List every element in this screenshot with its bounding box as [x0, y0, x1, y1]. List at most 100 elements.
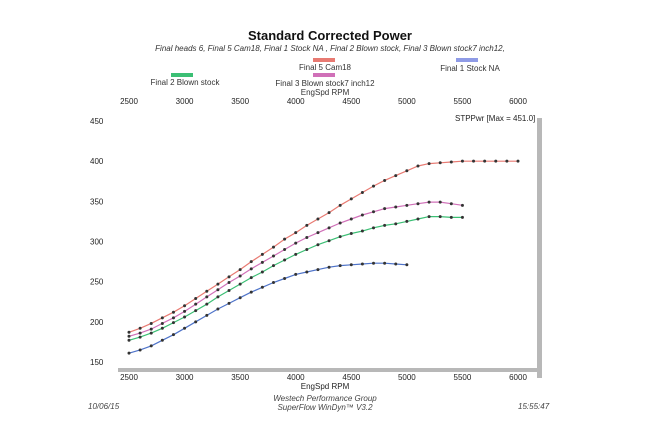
data-point	[305, 248, 309, 252]
data-point	[360, 262, 364, 266]
data-point	[327, 265, 331, 269]
y-tick-label: 350	[90, 197, 104, 206]
data-point	[338, 221, 342, 225]
data-point	[449, 215, 453, 219]
x-tick-label: 3500	[231, 373, 249, 382]
data-point	[238, 274, 242, 278]
data-point	[171, 333, 175, 337]
footer-company: Westech Performance Group	[273, 394, 377, 403]
data-point	[138, 348, 142, 352]
data-point	[127, 330, 131, 334]
chart-subtitle: Final heads 6, Final 5 Cam18, Final 1 St…	[155, 44, 505, 53]
data-point	[205, 302, 209, 306]
top-x-tick-label: 5500	[454, 97, 472, 106]
data-point	[460, 215, 464, 219]
data-point	[383, 223, 387, 227]
top-x-tick-label: 4500	[342, 97, 360, 106]
data-point	[249, 267, 253, 271]
data-point	[483, 159, 487, 163]
series-line-3	[128, 201, 463, 337]
data-point	[405, 203, 409, 207]
data-point	[438, 161, 442, 165]
data-point	[271, 280, 275, 284]
data-point	[338, 203, 342, 207]
data-point	[294, 252, 298, 256]
data-point	[149, 344, 153, 348]
data-point	[372, 226, 376, 230]
data-point	[338, 235, 342, 239]
data-point	[216, 288, 220, 292]
data-point	[249, 260, 253, 264]
data-point	[183, 326, 187, 330]
data-point	[427, 162, 431, 166]
data-point	[316, 231, 320, 235]
data-point	[260, 285, 264, 289]
data-point	[260, 270, 264, 274]
data-point	[372, 261, 376, 265]
data-point	[416, 217, 420, 221]
data-point	[394, 222, 398, 226]
data-point	[338, 264, 342, 268]
data-point	[216, 295, 220, 299]
data-point	[349, 197, 353, 201]
data-point	[427, 215, 431, 219]
data-point	[138, 326, 142, 330]
data-point	[260, 260, 264, 264]
legend-label-final-2: Final 2 Blown stock	[150, 78, 220, 87]
data-point	[205, 295, 209, 299]
data-point	[271, 245, 275, 249]
x-tick-label: 6000	[509, 373, 527, 382]
data-point	[283, 248, 287, 252]
data-point	[171, 316, 175, 320]
y-tick-label: 400	[90, 157, 104, 166]
data-point	[472, 159, 476, 163]
x-tick-label: 5500	[454, 373, 472, 382]
x-tick-label: 3000	[176, 373, 194, 382]
x-tick-label: 4500	[342, 373, 360, 382]
data-point	[149, 321, 153, 325]
y-tick-label: 450	[90, 117, 104, 126]
data-point	[149, 327, 153, 331]
data-point	[405, 219, 409, 223]
data-point	[416, 202, 420, 206]
data-point	[305, 270, 309, 274]
data-point	[516, 159, 520, 163]
y-tick-label: 200	[90, 318, 104, 327]
data-point	[160, 326, 164, 330]
series-line-1	[128, 160, 518, 333]
data-point	[283, 237, 287, 241]
data-point	[183, 304, 187, 308]
data-point	[394, 205, 398, 209]
data-point	[349, 263, 353, 267]
data-point	[138, 335, 142, 339]
data-point	[271, 254, 275, 258]
data-point	[305, 223, 309, 227]
data-point	[194, 297, 198, 301]
data-point	[494, 159, 498, 163]
data-point	[316, 243, 320, 247]
data-point	[160, 338, 164, 342]
data-point	[238, 268, 242, 272]
data-point	[294, 241, 298, 245]
data-point	[394, 262, 398, 266]
top-x-axis-label: EngSpd RPM	[300, 88, 350, 97]
legend-swatch-final-3	[313, 73, 335, 77]
data-point	[383, 178, 387, 182]
data-point	[127, 351, 131, 355]
data-point	[183, 309, 187, 313]
data-point	[160, 316, 164, 320]
data-point	[438, 200, 442, 204]
data-point	[216, 307, 220, 311]
data-point	[194, 302, 198, 306]
data-point	[194, 320, 198, 324]
data-point	[138, 331, 142, 335]
data-point	[405, 169, 409, 173]
data-point	[449, 202, 453, 206]
data-point	[438, 215, 442, 219]
data-point	[372, 184, 376, 188]
data-point	[405, 263, 409, 267]
legend-label-final-5: Final 5 Cam18	[298, 63, 352, 72]
data-point	[327, 211, 331, 215]
top-x-tick-label: 5000	[398, 97, 416, 106]
